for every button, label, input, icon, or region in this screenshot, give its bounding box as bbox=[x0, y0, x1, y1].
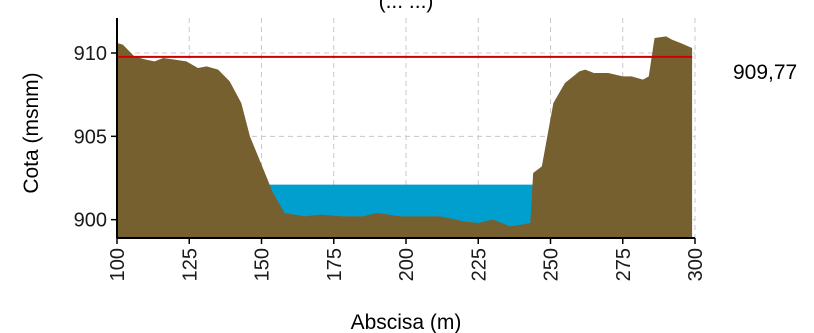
y-tick-label: 900 bbox=[74, 210, 107, 232]
reference-line-label: 909,77 bbox=[733, 61, 797, 84]
y-tick-label: 905 bbox=[74, 126, 107, 148]
y-axis-title: Cota (msnm) bbox=[20, 72, 43, 193]
x-tick-label: 125 bbox=[179, 248, 201, 281]
chart-title: (... ...) bbox=[379, 0, 434, 13]
x-tick-label: 175 bbox=[324, 248, 346, 281]
x-tick-label: 275 bbox=[613, 248, 635, 281]
x-tick-labels: 100 125 150 175 200 225 250 275 300 bbox=[107, 248, 707, 281]
x-tick-label: 250 bbox=[541, 248, 563, 281]
x-tick-label: 300 bbox=[685, 248, 707, 281]
x-tick-label: 100 bbox=[107, 248, 129, 281]
axes-layer bbox=[111, 18, 696, 244]
x-axis-title: Abscisa (m) bbox=[351, 311, 462, 333]
terrain-area bbox=[117, 36, 693, 239]
x-tick-label: 225 bbox=[468, 248, 490, 281]
x-tick-label: 150 bbox=[252, 248, 274, 281]
x-tick-label: 200 bbox=[396, 248, 418, 281]
y-tick-labels: 900 905 910 bbox=[74, 43, 107, 232]
y-tick-label: 910 bbox=[74, 43, 107, 65]
